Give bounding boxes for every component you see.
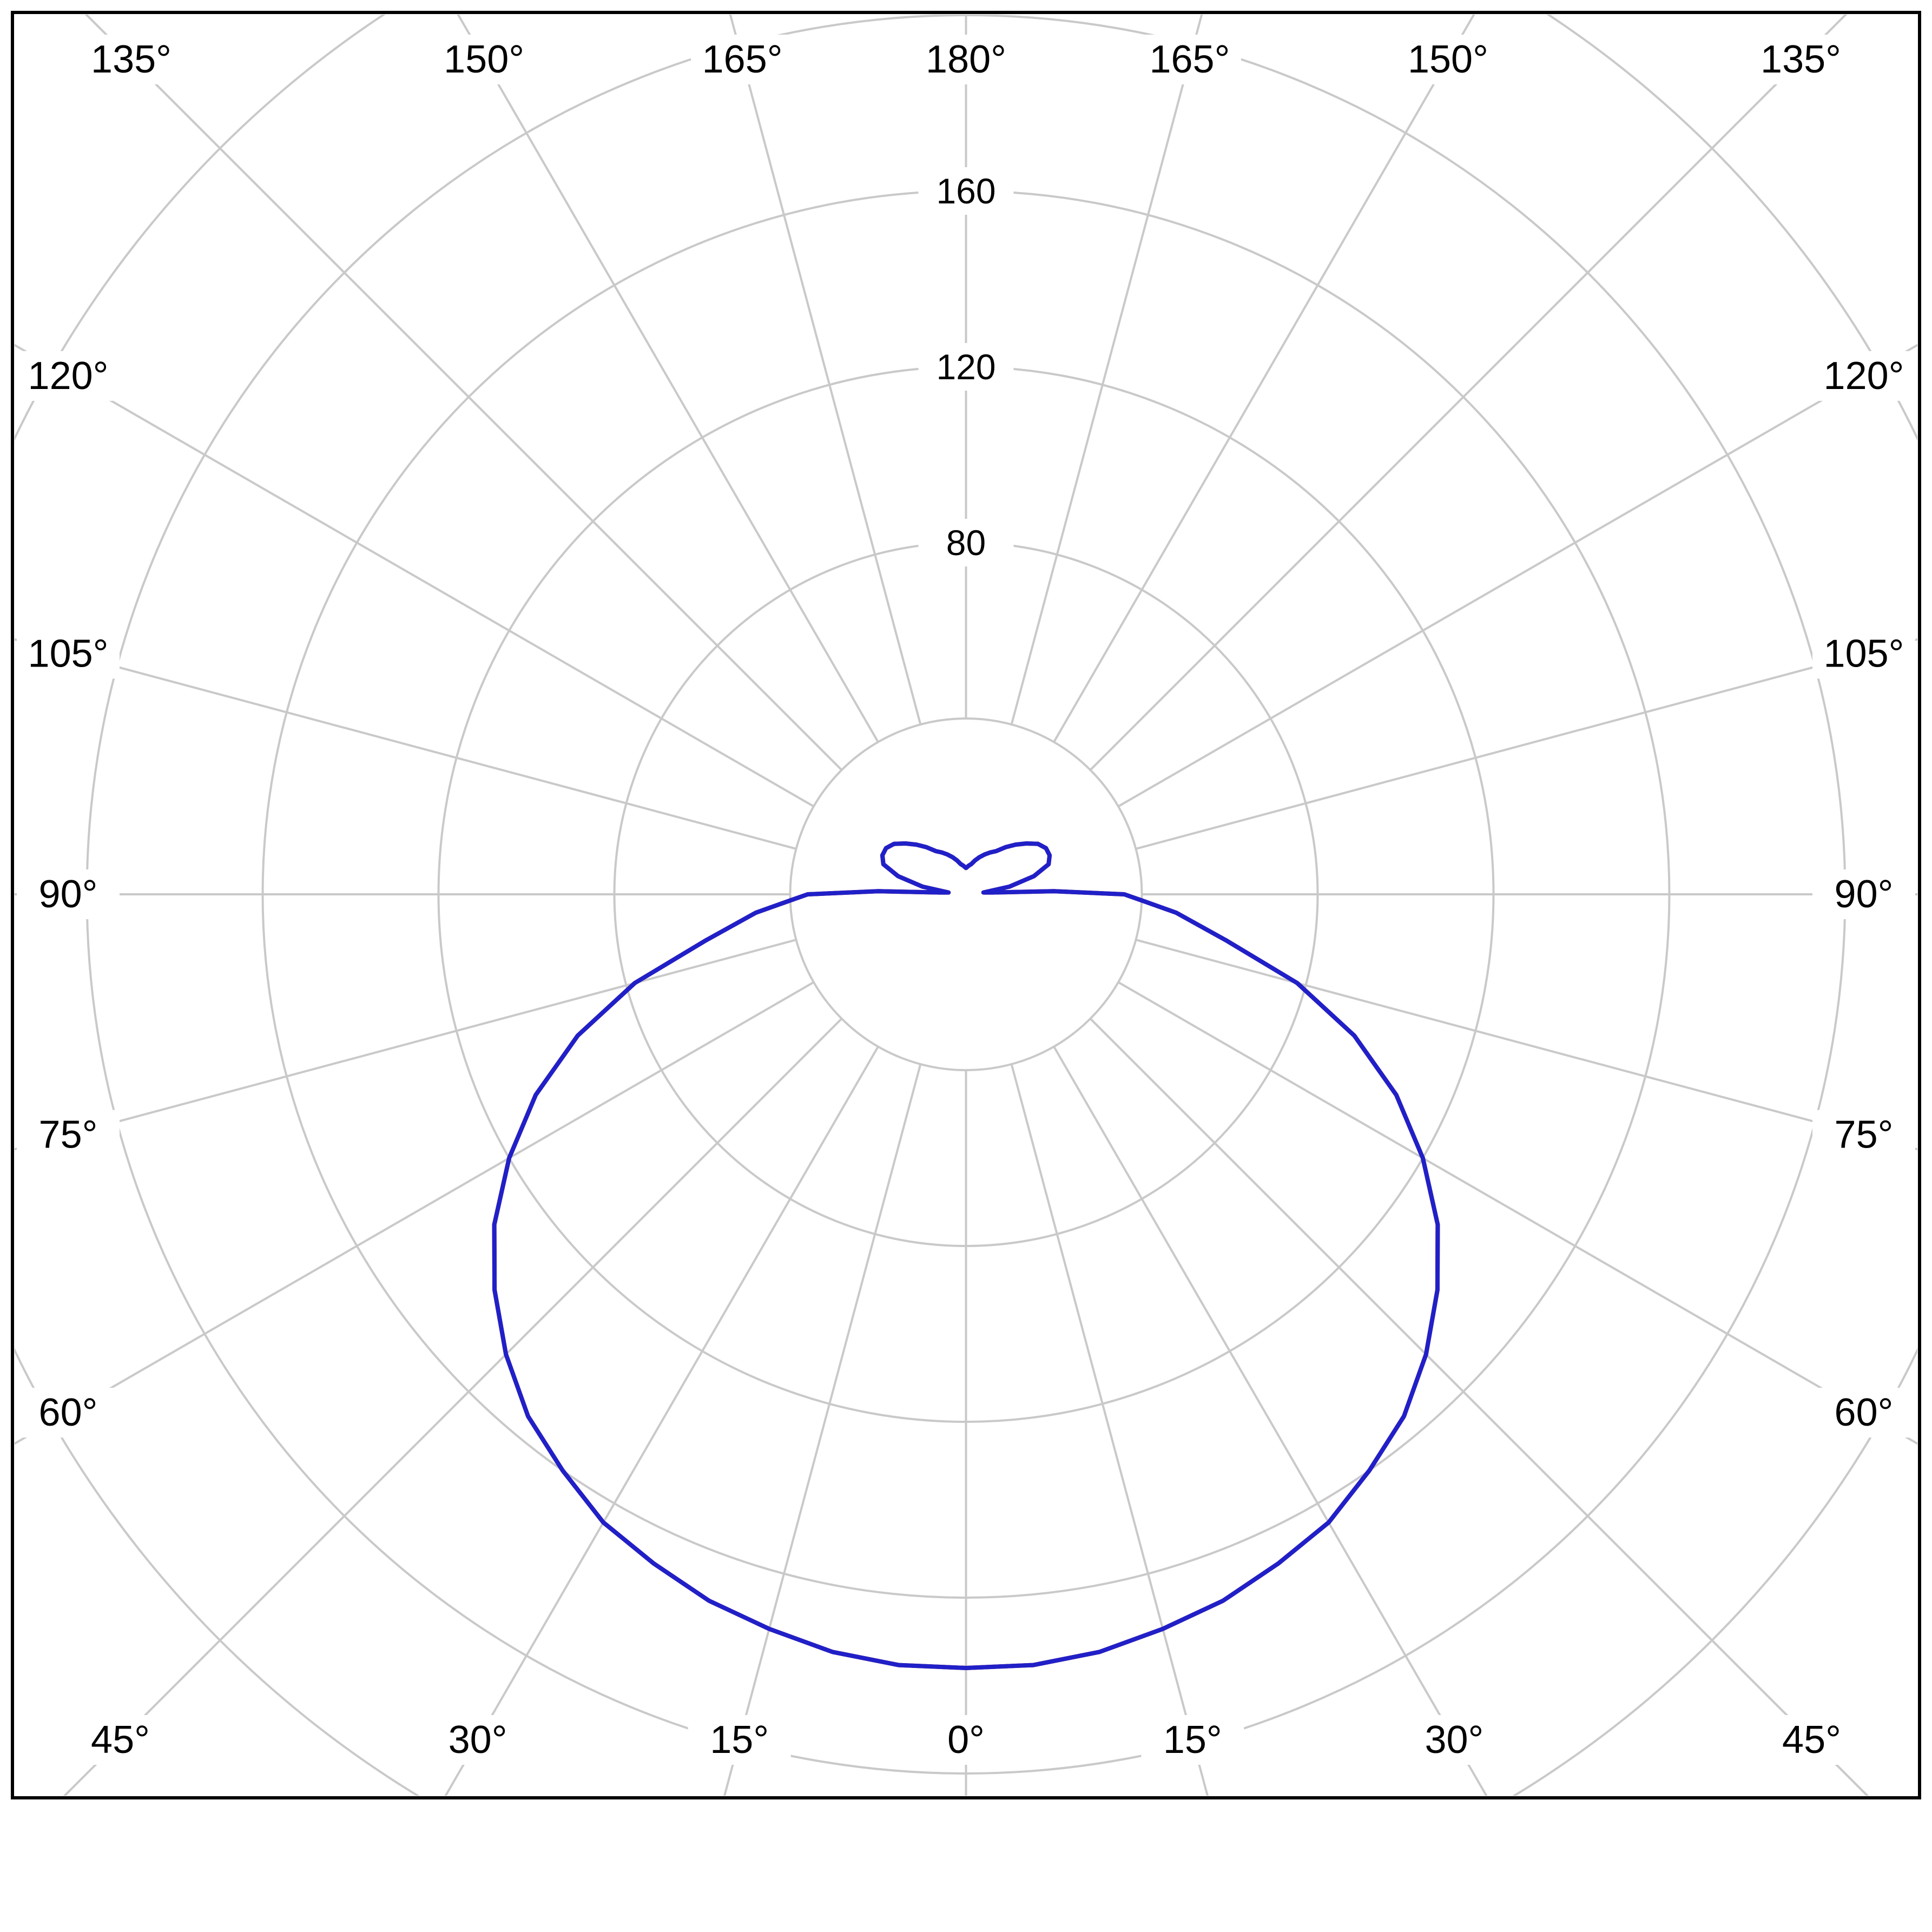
angle-label: 15°: [1163, 1718, 1222, 1762]
angle-label: 165°: [702, 38, 783, 81]
angle-labels: 0° 15° 15° 30° 30° 45° 45° 60° 60° 75° 75° 90° 90° 10…: [17, 35, 1915, 1765]
angle-label-mask: [1396, 35, 1500, 84]
grid-ring: [789, 717, 1143, 1071]
angle-label: 165°: [1149, 38, 1230, 81]
angle-label-mask: [1402, 1715, 1506, 1765]
angle-label-mask: [914, 35, 1018, 84]
angle-label: 30°: [449, 1718, 507, 1762]
curves: [492, 841, 1440, 1670]
angle-label-mask: [1138, 35, 1241, 84]
angle-label-mask: [17, 351, 120, 401]
tick-label-mask: [918, 343, 1014, 391]
angle-label: 150°: [444, 38, 524, 81]
angle-label-mask: [688, 1715, 791, 1765]
grid-spoke: [1053, 1046, 1488, 1796]
angle-label-mask: [1760, 1715, 1863, 1765]
angle-label-mask: [17, 1110, 120, 1160]
grid-spokes: [15, 15, 1917, 1796]
angle-label: 135°: [1760, 38, 1841, 81]
angle-label: 150°: [1408, 38, 1488, 81]
angle-label: 135°: [91, 38, 172, 81]
angle-label-mask: [1812, 1388, 1915, 1438]
angle-label: 180°: [926, 38, 1006, 81]
angle-label-mask: [691, 35, 794, 84]
radial-tick-label: 160: [936, 171, 995, 211]
angle-label-mask: [80, 35, 183, 84]
angle-label: 45°: [1782, 1718, 1841, 1762]
grid-spoke: [1053, 15, 1475, 743]
angle-label-mask: [17, 629, 120, 679]
plot-area: 80 120 160 0° 15° 15° 30° 30° 45° 45° 60° 60° 75° 75°…: [15, 15, 1917, 1796]
grid-spoke: [723, 1064, 922, 1796]
grid-spoke: [15, 344, 815, 808]
angle-label: 120°: [1824, 354, 1904, 398]
radial-tick-label: 120: [936, 347, 995, 387]
angle-label-mask: [1749, 35, 1852, 84]
grid-spoke: [1117, 344, 1917, 808]
grid-spoke: [15, 981, 815, 1445]
chart-footer: cd/klm η = 70% C0 - C180 C90 - C270: [0, 1799, 1932, 1932]
angle-label-mask: [17, 1388, 120, 1438]
angle-label: 45°: [91, 1718, 150, 1762]
angle-label: 90°: [1835, 873, 1894, 916]
grid-spoke: [444, 1046, 879, 1796]
angle-label-mask: [432, 35, 536, 84]
angle-label: 60°: [1835, 1391, 1894, 1434]
angle-label: 0°: [947, 1718, 985, 1762]
grid-spoke: [1117, 981, 1917, 1445]
polar-photometric-chart: 80 120 160 0° 15° 15° 30° 30° 45° 45° 60° 60° 75° 75°…: [11, 11, 1921, 1799]
curve-c90-c270: [492, 841, 1440, 1670]
angle-label: 90°: [39, 873, 98, 916]
angle-label-mask: [17, 869, 120, 919]
angle-label: 120°: [28, 354, 109, 398]
angle-label-mask: [1812, 351, 1915, 401]
angle-label: 75°: [39, 1113, 98, 1157]
angle-label-mask: [69, 1715, 172, 1765]
angle-label-mask: [1812, 869, 1915, 919]
angle-label-mask: [1812, 629, 1915, 679]
grid-spoke: [457, 15, 879, 743]
grid-spoke: [1010, 15, 1203, 725]
angle-label: 30°: [1425, 1718, 1483, 1762]
angle-label: 105°: [28, 632, 109, 675]
angle-label: 15°: [710, 1718, 769, 1762]
grid-spoke: [1010, 1064, 1209, 1796]
grid-spoke: [1135, 939, 1917, 1151]
angle-label: 75°: [1835, 1113, 1894, 1157]
radial-tick-label: 80: [946, 523, 986, 563]
angle-label: 105°: [1824, 632, 1904, 675]
grid-spoke: [15, 638, 797, 850]
grid-spoke: [15, 939, 797, 1151]
tick-label-mask: [918, 167, 1014, 215]
angle-label-mask: [1812, 1110, 1915, 1160]
angle-label-mask: [426, 1715, 530, 1765]
grid-spoke: [1135, 638, 1917, 850]
grid-spoke: [729, 15, 922, 725]
tick-label-mask: [918, 519, 1014, 566]
angle-label-mask: [914, 1715, 1018, 1765]
angle-label-mask: [1141, 1715, 1244, 1765]
radial-tick-labels: 80 120 160: [918, 167, 1014, 566]
angle-label: 60°: [39, 1391, 98, 1434]
